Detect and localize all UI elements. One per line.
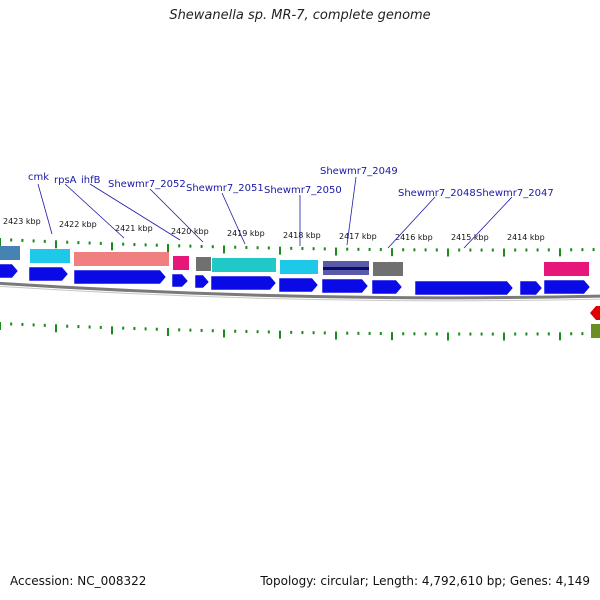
feature-block-2052[interactable]: [196, 257, 211, 271]
leader-line-ihfB: [89, 183, 181, 241]
genome-summary-text: Topology: circular; Length: 4,792,610 bp…: [260, 574, 590, 588]
feature-block-ihfB[interactable]: [173, 256, 189, 270]
gene-label-shewmr7-2048[interactable]: Shewmr7_2048: [398, 188, 476, 199]
gene-label-shewmr7-2052[interactable]: Shewmr7_2052: [108, 179, 186, 190]
cds-arrow[interactable]: [28, 266, 69, 282]
cds-arrow[interactable]: [194, 274, 210, 289]
cds-arrow[interactable]: [0, 263, 19, 279]
leader-line-2047: [463, 196, 513, 249]
leader-line-2051: [221, 192, 246, 245]
tick-label: 2421 kbp: [115, 224, 153, 233]
genome-title: Shewanella sp. MR-7, complete genome: [169, 8, 431, 23]
tick-label: 2422 kbp: [59, 220, 97, 229]
feature-red-arrow[interactable]: [590, 306, 600, 320]
tick-label: 2416 kbp: [395, 233, 433, 242]
tick-label: 2418 kbp: [283, 231, 321, 240]
tick-label: 2414 kbp: [507, 233, 545, 242]
cds-arrow[interactable]: [278, 277, 319, 293]
leader-line-cmk: [37, 183, 53, 235]
tick-label: 2419 kbp: [227, 229, 265, 238]
tick-label: 2417 kbp: [339, 232, 377, 241]
cds-arrow[interactable]: [519, 280, 543, 296]
cds-arrow[interactable]: [171, 273, 189, 288]
feature-block-2050[interactable]: [280, 260, 318, 274]
feature-block-2048[interactable]: [373, 262, 403, 276]
cds-arrow[interactable]: [73, 269, 167, 285]
tick-label: 2415 kbp: [451, 233, 489, 242]
cds-arrow[interactable]: [210, 275, 277, 291]
lower-tick-row: [0, 322, 595, 341]
feature-block-steelblue[interactable]: [0, 246, 20, 260]
gene-label-rpsA[interactable]: rpsA: [54, 175, 77, 186]
leader-line-2048: [387, 196, 436, 249]
feature-block-2049-stripe: [323, 267, 369, 270]
tick-label: 2423 kbp: [3, 217, 41, 226]
gene-label-ihfB[interactable]: ihfB: [81, 175, 101, 186]
feature-olive-block[interactable]: [591, 324, 600, 338]
cds-arrow[interactable]: [371, 279, 403, 295]
gene-label-shewmr7-2049[interactable]: Shewmr7_2049: [320, 166, 398, 177]
upper-tick-row: [0, 238, 595, 257]
feature-block-cmk[interactable]: [30, 249, 70, 263]
tick-label: 2420 kbp: [171, 227, 209, 236]
feature-block-rpsA[interactable]: [74, 252, 169, 266]
gene-label-shewmr7-2047[interactable]: Shewmr7_2047: [476, 188, 554, 199]
cds-arrow[interactable]: [321, 278, 369, 294]
genome-backbone-shadow: [0, 285, 600, 302]
feature-block-2047[interactable]: [544, 262, 589, 276]
leader-line-rpsA: [64, 183, 125, 239]
cds-arrow[interactable]: [543, 279, 591, 295]
gene-label-shewmr7-2051[interactable]: Shewmr7_2051: [186, 183, 264, 194]
feature-block-2051[interactable]: [212, 258, 276, 272]
cds-arrow[interactable]: [414, 280, 514, 296]
gene-label-shewmr7-2050[interactable]: Shewmr7_2050: [264, 185, 342, 196]
accession-text: Accession: NC_008322: [10, 574, 147, 588]
genome-backbone: [0, 281, 600, 300]
leader-line-2049: [346, 176, 357, 246]
leader-line-2052: [149, 188, 204, 243]
gene-label-cmk[interactable]: cmk: [28, 172, 49, 183]
